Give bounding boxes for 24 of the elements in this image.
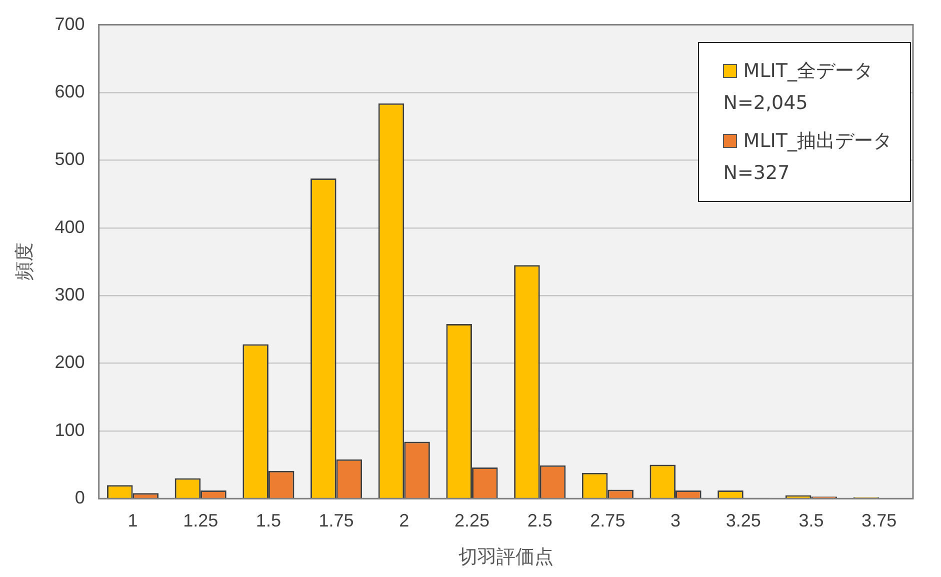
y-tick-label: 0 (74, 488, 85, 508)
legend-label: MLIT_全データ N=2,045 (723, 59, 874, 116)
x-tick-label: 1.75 (318, 510, 354, 530)
y-tick-label: 200 (54, 352, 85, 372)
y-tick-label: 700 (54, 14, 85, 34)
legend-label: MLIT_抽出データ N=327 (723, 129, 892, 186)
x-tick-label: 2.25 (454, 510, 490, 530)
x-tick-label: 3.25 (726, 510, 761, 530)
x-tick-label: 2 (399, 510, 410, 530)
x-tick-label: 3 (670, 510, 681, 530)
x-tick-label: 1 (128, 510, 138, 530)
y-tick-label: 600 (54, 81, 85, 102)
y-tick-label: 500 (54, 149, 85, 170)
x-tick-label: 1.25 (183, 510, 218, 530)
x-tick-label: 3.75 (862, 510, 897, 530)
x-tick-label: 2.75 (590, 510, 626, 530)
x-axis-title: 切羽評価点 (458, 546, 554, 568)
y-tick-label: 300 (54, 284, 85, 305)
y-tick-label: 400 (54, 216, 85, 237)
y-tick-label: 100 (54, 420, 85, 440)
x-tick-label: 2.5 (527, 510, 552, 530)
x-tick-label: 3.5 (798, 510, 824, 530)
x-tick-label: 1.5 (256, 510, 281, 530)
y-axis-title: 頻度 (14, 242, 36, 281)
